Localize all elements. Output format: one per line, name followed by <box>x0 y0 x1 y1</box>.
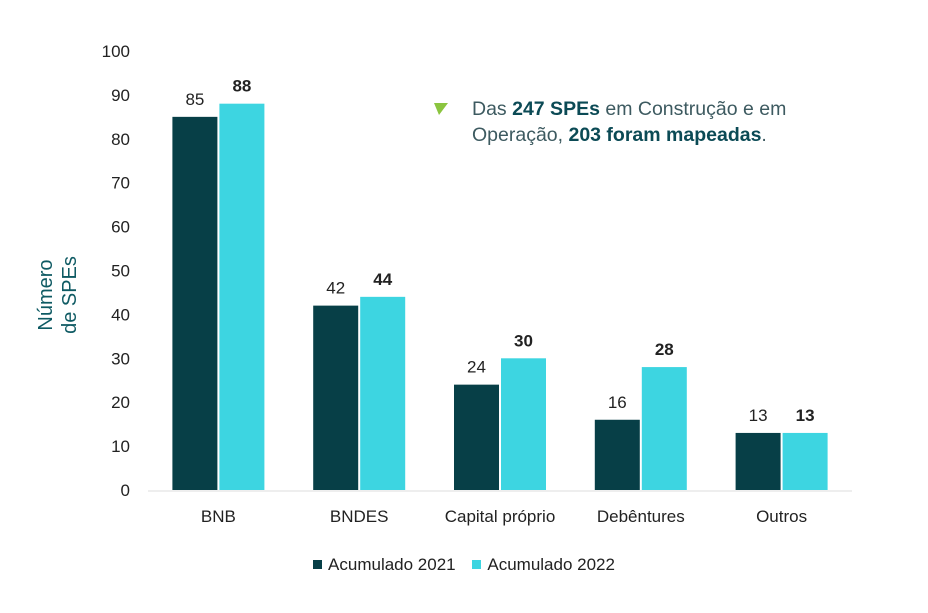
data-label: 13 <box>796 406 815 425</box>
y-tick-label: 80 <box>111 130 130 149</box>
note-bold-total: 247 SPEs <box>512 98 600 120</box>
legend-label-2021: Acumulado 2021 <box>328 555 456 574</box>
data-label: 30 <box>514 331 533 350</box>
y-tick-label: 20 <box>111 393 130 412</box>
y-tick-label: 30 <box>111 349 130 368</box>
data-label: 16 <box>608 393 627 412</box>
y-tick-label: 50 <box>111 262 130 281</box>
bar-capital-próprio-2022 <box>501 358 546 490</box>
y-tick-label: 100 <box>102 42 130 61</box>
data-label: 24 <box>467 358 486 377</box>
legend-item-2022: Acumulado 2022 <box>472 555 615 575</box>
bar-outros-2021 <box>735 432 781 490</box>
legend-item-2021: Acumulado 2021 <box>313 555 456 575</box>
y-axis-ticks: 0 10 20 30 40 50 60 70 80 90 100 <box>102 42 130 500</box>
category-label: Debêntures <box>597 507 685 526</box>
bar-bnb-2021 <box>172 116 218 490</box>
note-text: em Construção e em <box>599 98 787 120</box>
note-bold-mapped: 203 foram mapeadas <box>568 124 762 146</box>
note-text: Das <box>472 98 513 120</box>
category-label: Outros <box>756 507 807 526</box>
bar-bndes-2021 <box>313 305 359 490</box>
note-text: Operação, <box>472 124 569 146</box>
data-labels: 85 88 42 44 24 30 16 28 13 13 <box>185 77 814 425</box>
data-label: 13 <box>749 406 768 425</box>
note-text: . <box>761 124 767 146</box>
data-label: 28 <box>655 340 674 359</box>
y-tick-label: 90 <box>111 86 130 105</box>
category-labels: BNB BNDES Capital próprio Debêntures Outros <box>201 507 807 526</box>
y-tick-label: 70 <box>111 174 130 193</box>
bars <box>172 103 828 491</box>
y-axis-label-line: de SPEs <box>59 256 81 334</box>
y-tick-label: 60 <box>111 218 130 237</box>
y-tick-label: 40 <box>111 305 130 324</box>
legend-swatch-2021 <box>313 560 323 569</box>
data-label: 85 <box>185 90 204 109</box>
y-tick-label: 10 <box>111 437 130 456</box>
bar-outros-2022 <box>782 432 828 490</box>
legend: Acumulado 2021 Acumulado 2022 <box>0 555 928 575</box>
bar-debêntures-2022 <box>641 367 687 490</box>
category-label: Capital próprio <box>445 507 556 526</box>
y-axis-label-line: Número <box>35 259 57 330</box>
y-tick-label: 0 <box>121 481 130 500</box>
category-label: BNB <box>201 507 236 526</box>
data-label: 42 <box>326 279 345 298</box>
bar-debêntures-2021 <box>594 419 640 490</box>
bar-capital-próprio-2021 <box>454 384 499 490</box>
data-label: 44 <box>373 270 392 289</box>
triangle-bullet-icon <box>434 102 448 120</box>
legend-swatch-2022 <box>472 560 482 569</box>
annotation-note: Das 247 SPEs em Construção e em Operação… <box>472 96 786 148</box>
y-axis-label: Número de SPEs <box>35 256 81 334</box>
bar-bndes-2022 <box>360 296 406 490</box>
category-label: BNDES <box>330 507 389 526</box>
data-label: 88 <box>232 77 251 96</box>
legend-label-2022: Acumulado 2022 <box>487 555 615 574</box>
bar-bnb-2022 <box>219 103 265 491</box>
